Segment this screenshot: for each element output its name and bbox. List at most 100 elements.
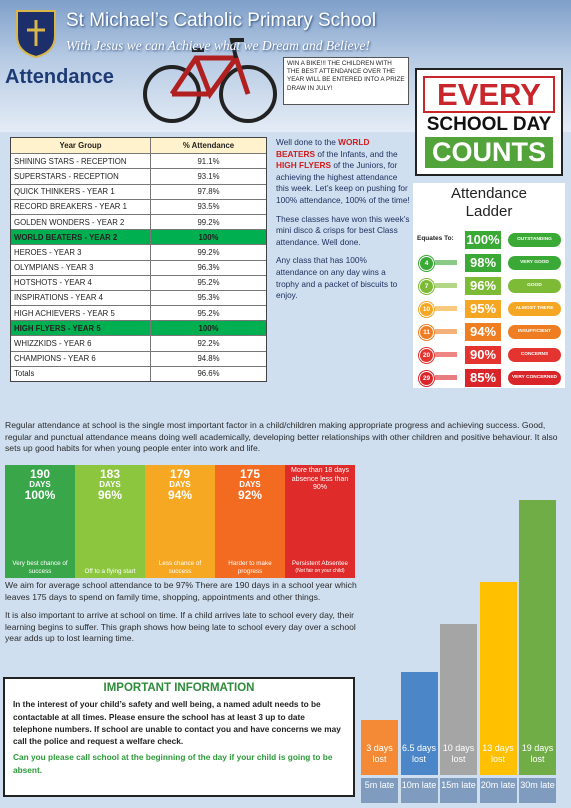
rating-pill: CONCERNS [508,348,561,362]
poster: EVERY SCHOOL DAY COUNTS [415,68,563,176]
paragraph: These classes have won this week’s mini … [276,213,410,247]
smiley-card: 183 DAYS 96% Off to a flying start [75,465,145,578]
table-cell: HIGH ACHIEVERS - YEAR 5 [11,306,151,321]
table-row: OLYMPIANS - YEAR 3 96.3% [11,259,266,275]
table-row: RECORD BREAKERS - YEAR 1 93.5% [11,198,266,214]
table-row: INSPIRATIONS - YEAR 4 95.3% [11,289,266,306]
table-cell: 95.2% [197,278,220,288]
bar: 3 days lost [361,719,398,775]
table-row: Totals 96.6% [11,365,266,381]
percent: 94% [167,488,193,502]
table-cell: 99.2% [197,247,220,257]
paragraph: We aim for average school attendance to … [5,580,357,602]
table-cell: HOTSHOTS - YEAR 4 [11,275,151,290]
rating-pill: VERY CONCERNED [508,371,561,385]
table-cell: SHINING STARS - RECEPTION [11,154,151,169]
paragraph: Well done to the WORLD BEATERS of the In… [276,137,410,207]
smiley-strip: 190 DAYS 100% Very best chance of success 18… [5,465,355,578]
table-cell: 100% [198,232,219,242]
poster-line: EVERY [423,76,555,113]
ladder-title: Attendance Ladder [451,185,527,220]
text: of the Juniors, for achieving the highes… [276,160,410,205]
table-cell: 92.2% [197,339,220,349]
table-cell: QUICK THINKERS - YEAR 1 [11,184,151,199]
table-cell: 97.8% [197,187,220,197]
days-count: 175 [239,467,261,481]
equates-label: Equates To: [417,235,454,242]
smiley-card: 190 DAYS 100% Very best chance of success [5,465,75,578]
school-logo [16,10,56,58]
table-cell: GOLDEN WONDERS - YEAR 2 [11,214,151,230]
table-row: Year Group % Attendance [11,138,266,154]
school-motto: With Jesus we can Achieve what we Dream … [66,38,371,53]
table-cell: WHIZZKIDS - YEAR 6 [11,336,151,351]
bar-label: 10 days lost [442,743,475,764]
percent: 96% [97,488,123,502]
table-row: SHINING STARS - RECEPTION 91.1% [11,153,266,169]
days-badge: 11 [419,325,434,340]
days-unit: DAYS [239,480,261,489]
table-cell: 96.6% [197,369,220,379]
table-row: WORLD BEATERS - YEAR 2 100% [11,229,266,245]
table-cell: 99.2% [197,217,220,227]
percent-box: 96% [465,277,501,295]
paragraph: Can you please call school at the beginn… [13,752,333,775]
days-badge: 4 [419,256,434,271]
text: Well done to the [276,137,339,147]
highlight-text: WORLD BEATERS [276,137,370,159]
smiley-caption: Very best chance of success [7,560,73,575]
badge-line [435,283,457,288]
attendance-ladder: Attendance Ladder Equates To: 100% OUTSTAN… [413,183,565,388]
table-cell: 95.2% [197,308,220,318]
badge-line [435,306,457,311]
late-label: 10m late [400,778,438,803]
table-cell: SUPERSTARS - RECEPTION [11,169,151,184]
poster-line: SCHOOL DAY [426,114,552,135]
bar-label: 19 days lost [521,743,554,764]
table-cell: 95.3% [197,293,220,303]
important-box: IMPORTANT INFORMATION In the interest of… [3,677,355,797]
late-label: 5m late [361,778,398,803]
percent-box: 85% [465,369,501,387]
table-cell: 93.1% [197,171,220,181]
bar: 13 days lost [479,582,517,775]
poster-line: COUNTS [425,137,553,168]
smiley-caption: Harder to make progress [217,560,283,575]
bike-picture [143,38,277,123]
smiley-card: More than 18 days absence less than 90% P… [285,465,355,578]
table-row: QUICK THINKERS - YEAR 1 97.8% [11,183,266,199]
highlight-text: HIGH FLYERS [276,160,332,171]
bar: 10 days lost [440,623,477,775]
prize-note: WIN A BIKE!!! THE CHILDREN WITH THE BEST… [283,57,409,105]
body-text: We aim for average school attendance to … [5,580,357,652]
caption-text: Off to a flying start [84,567,136,575]
table-cell: 91.1% [197,156,220,166]
percent: 92% [237,488,263,502]
caption-text: Harder to make progress [228,560,272,575]
table-cell: CHAMPIONS - YEAR 6 [11,351,151,366]
badge-line [435,329,457,334]
smiley-card: 175 DAYS 92% Harder to make progress [215,465,285,578]
badge-line [435,375,457,380]
percent-box: 98% [465,254,501,272]
days-badge: 10 [419,302,434,317]
table-row: WHIZZKIDS - YEAR 6 92.2% [11,335,266,351]
smiley-caption: Persistent Absentee (Not fair on your chi… [287,560,353,575]
table-cell: INSPIRATIONS - YEAR 4 [11,290,151,306]
caption-text: Less chance of success [158,560,202,575]
table-row: CHAMPIONS - YEAR 6 94.8% [11,350,266,366]
badge-line [435,260,457,265]
late-label: 15m late [440,778,477,803]
days-count: 179 [169,467,191,481]
table-row: SUPERSTARS - RECEPTION 93.1% [11,168,266,184]
days-count: 190 [29,467,51,481]
days-unit: DAYS [99,480,121,489]
days-unit: DAYS [29,480,51,489]
days-badge: 29 [419,371,434,386]
page-heading: Attendance [5,66,114,88]
table-cell: WORLD BEATERS - YEAR 2 [11,230,151,245]
school-title: St Michael’s Catholic Primary School [66,10,377,31]
bar: 6.5 days lost [400,671,438,775]
